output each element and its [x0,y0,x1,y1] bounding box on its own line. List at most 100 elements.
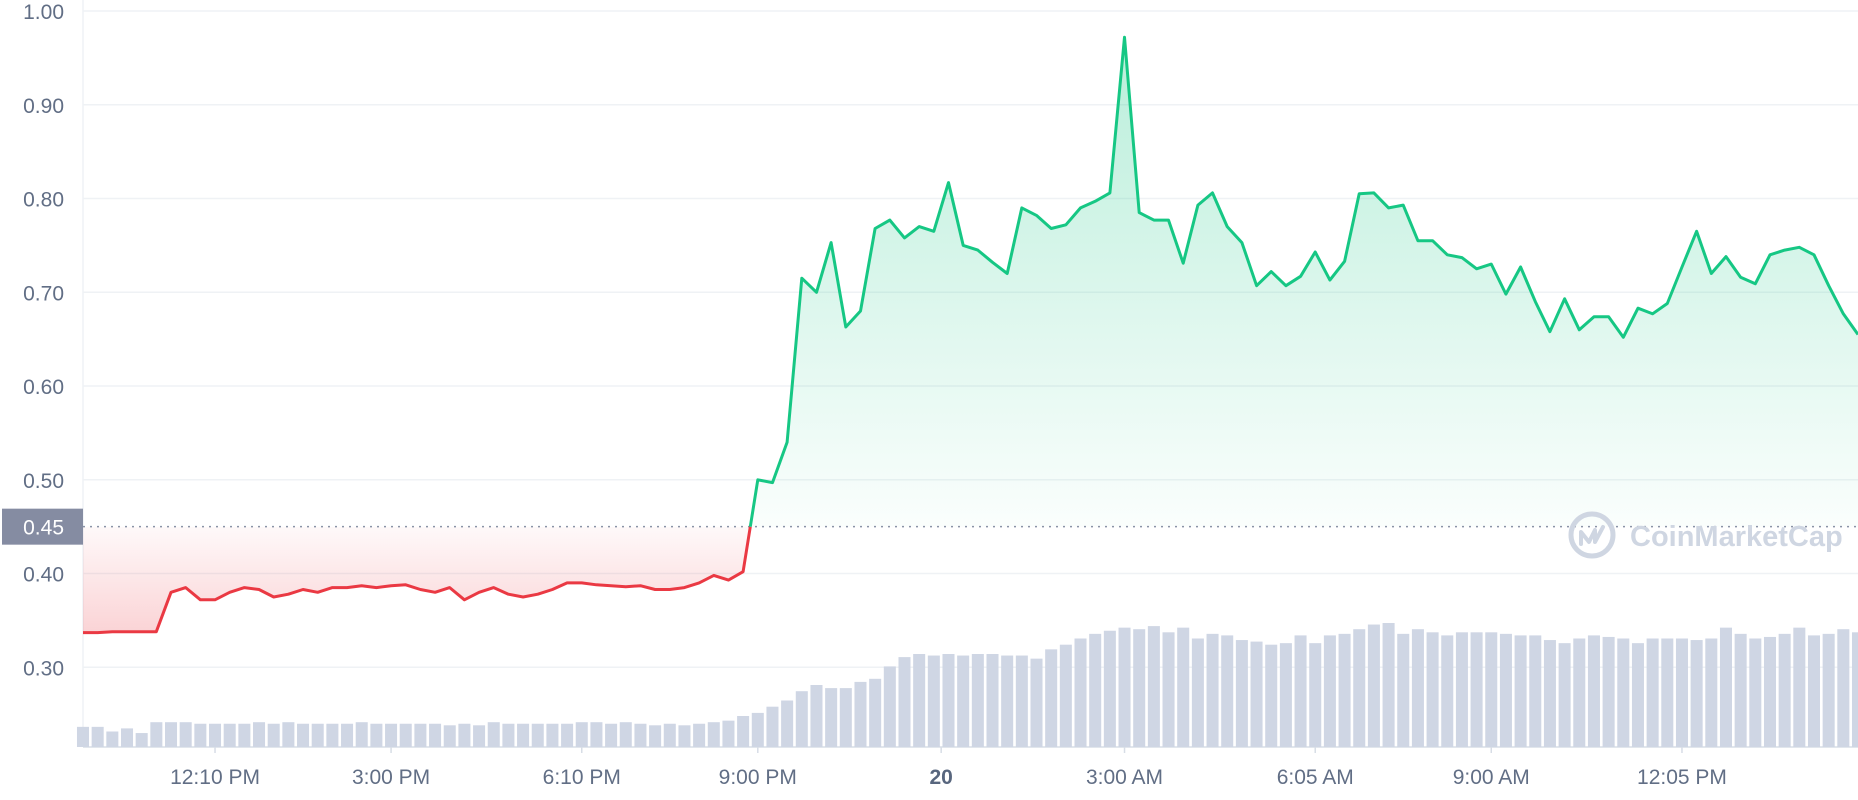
volume-bar [370,723,383,747]
x-tick-label: 20 [929,766,952,789]
volume-bar [1074,638,1087,747]
volume-bar [1235,640,1248,747]
volume-bar [1411,629,1424,747]
volume-bar [957,655,970,747]
y-tick-label: 0.90 [23,95,64,118]
volume-bar [575,722,588,747]
volume-bar [1206,633,1219,747]
volume-bar [634,723,647,747]
volume-bar [91,726,104,747]
volume-bar [1133,629,1146,747]
volume-bar [1485,632,1498,747]
volume-bar [913,654,926,747]
volume-bar [326,723,339,747]
volume-bar [1499,633,1512,747]
volume-bar [1323,635,1336,747]
volume-bar [1763,636,1776,747]
volume-bar [1426,632,1439,747]
volume-bar [341,723,354,747]
volume-bar [1470,632,1483,747]
volume-bar [1851,632,1858,747]
volume-bar [1543,640,1556,747]
volume-bar [355,722,368,747]
volume-bar [223,723,236,747]
volume-bar [1690,640,1703,747]
volume-bars [76,623,1858,747]
watermark: CoinMarketCap [1568,511,1843,559]
volume-bar [693,723,706,747]
volume-bar [883,666,896,747]
volume-bar [1719,627,1732,747]
volume-bar [487,722,500,747]
volume-bar [1103,630,1116,747]
volume-bar [766,706,779,747]
volume-bar [517,723,530,747]
x-tick-label: 6:05 AM [1277,766,1354,789]
y-tick-label: 1.00 [23,1,64,24]
volume-bar [1338,633,1351,747]
y-tick-label: 0.80 [23,189,64,212]
volume-bar [267,723,280,747]
volume-bar [1294,635,1307,747]
volume-bar [722,720,735,747]
volume-bar [135,733,148,747]
volume-bar [120,728,134,747]
volume-bar [443,725,456,747]
volume-bar [795,691,808,747]
volume-bar [1793,627,1806,747]
volume-bar [1118,627,1131,747]
x-tick-label: 3:00 AM [1086,766,1163,789]
volume-bar [1617,638,1630,747]
volume-bar [399,723,412,747]
volume-bar [502,723,515,747]
volume-bar [678,725,691,747]
volume-bar [194,723,207,747]
volume-bar [1250,641,1263,747]
current-price-label: 0.45 [2,508,83,545]
volume-bar [458,723,471,747]
watermark-text: CoinMarketCap [1630,521,1843,553]
volume-bar [1367,624,1380,747]
volume-bar [986,654,999,747]
y-tick-label: 0.60 [23,376,64,399]
volume-bar [253,722,266,747]
y-tick-label: 0.30 [23,657,64,680]
volume-bar [781,700,794,747]
volume-bar [839,688,852,747]
volume-bar [1646,638,1659,747]
volume-bar [1353,629,1366,747]
volume-bar [1191,638,1204,747]
x-tick-label: 12:10 PM [170,766,260,789]
volume-bar [1309,643,1322,747]
volume-bar [1059,644,1072,747]
volume-bar [76,726,90,747]
volume-bar [898,657,911,747]
volume-bar [106,731,119,747]
volume-bar [1279,643,1292,747]
x-tick-label: 3:00 PM [352,766,430,789]
x-tick-label: 9:00 PM [719,766,797,789]
volume-bar [1514,635,1527,747]
volume-bar [546,723,559,747]
volume-bar [1045,649,1058,747]
x-tick-label: 6:10 PM [543,766,621,789]
volume-bar [1573,638,1586,747]
volume-bar [1147,626,1160,747]
price-area [83,37,1858,633]
volume-bar [1030,658,1043,747]
volume-bar [1529,635,1542,747]
volume-bar [1661,638,1674,747]
y-tick-label: 0.50 [23,470,64,493]
volume-bar [165,722,178,747]
volume-bar [1807,635,1821,747]
volume-bar [179,722,192,747]
volume-bar [385,723,398,747]
volume-bar [1778,633,1791,747]
volume-bar [561,723,574,747]
volume-bar [619,722,632,747]
volume-bar [1631,643,1644,747]
volume-bar [1089,633,1102,747]
volume-bar [751,712,764,747]
volume-bar [1265,644,1278,747]
